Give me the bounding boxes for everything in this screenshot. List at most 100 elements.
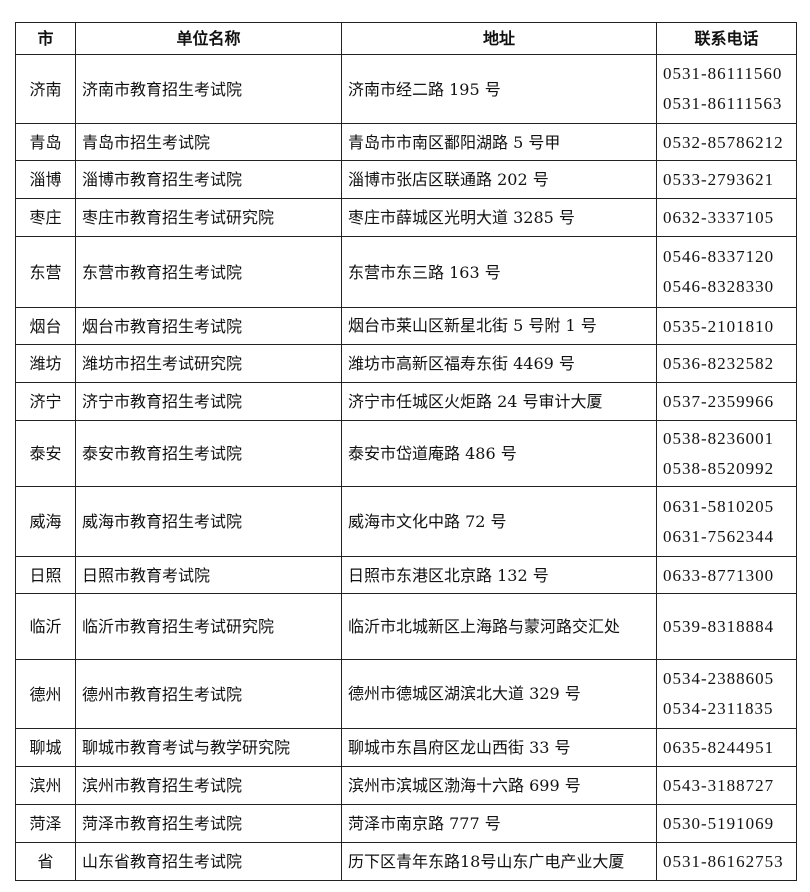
phone-number: 0546-8328330 xyxy=(663,277,775,296)
city-cell: 青岛 xyxy=(15,123,76,161)
phone-cell: 0534-2388605 0534-2311835 xyxy=(656,659,797,729)
contact-table: 市 单位名称 地址 联系电话 济南 济南市教育招生考试院 济南市经二路 195 号 0… xyxy=(15,22,797,881)
address-cell: 潍坊市高新区福寿东街 4469 号 xyxy=(341,344,657,383)
phone-cell: 0633-8771300 xyxy=(656,556,797,594)
city-cell: 烟台 xyxy=(15,307,76,345)
unit-cell: 滨州市教育招生考试院 xyxy=(75,766,342,805)
address-cell: 威海市文化中路 72 号 xyxy=(341,486,657,557)
phone-number: 0538-8236001 xyxy=(663,428,775,448)
city-cell: 威海 xyxy=(15,486,76,557)
phone-cell: 0546-8337120 0546-8328330 xyxy=(656,236,797,308)
phone-number: 0531-86111560 xyxy=(663,64,783,83)
unit-cell: 潍坊市招生考试研究院 xyxy=(75,344,342,383)
table-row: 日照 日照市教育考试院 日照市东港区北京路 132 号 0633-8771300 xyxy=(15,556,797,594)
phone-cell: 0538-8236001 0538-8520992 xyxy=(656,420,797,487)
city-cell: 济南 xyxy=(15,54,76,124)
header-unit: 单位名称 xyxy=(75,22,342,55)
city-cell: 济宁 xyxy=(15,382,76,421)
phone-number: 0530-5191069 xyxy=(663,814,775,833)
city-cell: 东营 xyxy=(15,236,76,308)
phone-number: 0633-8771300 xyxy=(663,565,775,585)
address-cell: 枣庄市薛城区光明大道 3285 号 xyxy=(341,198,657,237)
address-cell: 临沂市北城新区上海路与蒙河路交汇处 xyxy=(341,593,657,660)
phone-number: 0546-8337120 xyxy=(663,247,775,266)
phone-number: 0536-8232582 xyxy=(663,354,775,373)
address-cell: 菏泽市南京路 777 号 xyxy=(341,804,657,843)
header-city: 市 xyxy=(15,22,76,55)
phone-cell: 0533-2793621 xyxy=(656,160,797,199)
phone-number: 0534-2311835 xyxy=(663,699,774,718)
unit-cell: 泰安市教育招生考试院 xyxy=(75,420,342,487)
unit-cell: 东营市教育招生考试院 xyxy=(75,236,342,308)
table-row: 枣庄 枣庄市教育招生考试研究院 枣庄市薛城区光明大道 3285 号 0632-3337… xyxy=(15,198,797,237)
phone-number: 0539-8318884 xyxy=(663,617,775,636)
address-cell: 德州市德城区湖滨北大道 329 号 xyxy=(341,659,657,729)
phone-number: 0632-3337105 xyxy=(663,208,775,227)
phone-cell: 0539-8318884 xyxy=(656,593,797,660)
phone-number: 0631-5810205 xyxy=(663,496,775,516)
unit-cell: 淄博市教育招生考试院 xyxy=(75,160,342,199)
header-row: 市 单位名称 地址 联系电话 xyxy=(15,22,797,55)
table-row: 泰安 泰安市教育招生考试院 泰安市岱道庵路 486 号 0538-8236001 053… xyxy=(15,420,797,487)
table-row: 聊城 聊城市教育考试与教学研究院 聊城市东昌府区龙山西街 33 号 0635-8244… xyxy=(15,728,797,767)
unit-cell: 济宁市教育招生考试院 xyxy=(75,382,342,421)
address-cell: 济南市经二路 195 号 xyxy=(341,54,657,124)
unit-cell: 日照市教育考试院 xyxy=(75,556,342,594)
unit-cell: 威海市教育招生考试院 xyxy=(75,486,342,557)
unit-cell: 济南市教育招生考试院 xyxy=(75,54,342,124)
header-phone: 联系电话 xyxy=(656,22,797,55)
phone-cell: 0531-86162753 xyxy=(656,842,797,881)
address-cell: 滨州市滨城区渤海十六路 699 号 xyxy=(341,766,657,805)
phone-cell: 0536-8232582 xyxy=(656,344,797,383)
city-cell: 滨州 xyxy=(15,766,76,805)
unit-cell: 德州市教育招生考试院 xyxy=(75,659,342,729)
city-cell: 潍坊 xyxy=(15,344,76,383)
address-cell: 聊城市东昌府区龙山西街 33 号 xyxy=(341,728,657,767)
address-cell: 日照市东港区北京路 132 号 xyxy=(341,556,657,594)
phone-number: 0543-3188727 xyxy=(663,776,775,795)
phone-number: 0535-2101810 xyxy=(663,316,775,336)
table-row: 青岛 青岛市招生考试院 青岛市市南区鄱阳湖路 5 号甲 0532-85786212 xyxy=(15,123,797,161)
phone-number: 0531-86162753 xyxy=(663,852,784,871)
unit-cell: 聊城市教育考试与教学研究院 xyxy=(75,728,342,767)
unit-cell: 菏泽市教育招生考试院 xyxy=(75,804,342,843)
unit-cell: 临沂市教育招生考试研究院 xyxy=(75,593,342,660)
phone-cell: 0631-5810205 0631-7562344 xyxy=(656,486,797,557)
phone-number: 0533-2793621 xyxy=(663,170,775,189)
city-cell: 聊城 xyxy=(15,728,76,767)
table-row: 省山东省教育招生考试院 历下区青年东路18号山东广电产业大厦 0531-861627… xyxy=(15,842,797,881)
city-cell: 德州 xyxy=(15,659,76,729)
phone-cell: 0635-8244951 xyxy=(656,728,797,767)
table-row: 淄博 淄博市教育招生考试院 淄博市张店区联通路 202 号 0533-2793621 xyxy=(15,160,797,199)
city-cell: 泰安 xyxy=(15,420,76,487)
table-row: 济南 济南市教育招生考试院 济南市经二路 195 号 0531-86111560 053… xyxy=(15,54,797,124)
unit-cell: 烟台市教育招生考试院 xyxy=(75,307,342,345)
address-cell: 淄博市张店区联通路 202 号 xyxy=(341,160,657,199)
header-address: 地址 xyxy=(341,22,657,55)
phone-cell: 0632-3337105 xyxy=(656,198,797,237)
city-cell: 日照 xyxy=(15,556,76,594)
table-body: 济南 济南市教育招生考试院 济南市经二路 195 号 0531-86111560 053… xyxy=(15,54,797,881)
address-cell: 泰安市岱道庵路 486 号 xyxy=(341,420,657,487)
phone-cell: 0537-2359966 xyxy=(656,382,797,421)
address-cell: 烟台市莱山区新星北街 5 号附 1 号 xyxy=(341,307,657,345)
table-row: 滨州 滨州市教育招生考试院 滨州市滨城区渤海十六路 699 号 0543-318872… xyxy=(15,766,797,805)
phone-cell: 0543-3188727 xyxy=(656,766,797,805)
phone-number: 0534-2388605 xyxy=(663,669,775,688)
unit-cell: 山东省教育招生考试院 xyxy=(75,842,342,881)
city-cell: 临沂 xyxy=(15,593,76,660)
phone-number: 0531-86111563 xyxy=(663,94,783,113)
address-cell: 济宁市任城区火炬路 24 号审计大厦 xyxy=(341,382,657,421)
phone-number: 0635-8244951 xyxy=(663,738,775,757)
unit-cell: 枣庄市教育招生考试研究院 xyxy=(75,198,342,237)
table-row: 威海 威海市教育招生考试院 威海市文化中路 72 号 0631-5810205 0631… xyxy=(15,486,797,557)
phone-cell: 0530-5191069 xyxy=(656,804,797,843)
address-cell: 历下区青年东路18号山东广电产业大厦 xyxy=(341,842,657,881)
table-row: 东营 东营市教育招生考试院 东营市东三路 163 号 0546-8337120 0546… xyxy=(15,236,797,308)
table-row: 济宁 济宁市教育招生考试院 济宁市任城区火炬路 24 号审计大厦 0537-23599… xyxy=(15,382,797,421)
address-cell: 东营市东三路 163 号 xyxy=(341,236,657,308)
table-row: 菏泽 菏泽市教育招生考试院 菏泽市南京路 777 号 0530-5191069 xyxy=(15,804,797,843)
city-cell: 淄博 xyxy=(15,160,76,199)
table-row: 德州 德州市教育招生考试院 德州市德城区湖滨北大道 329 号 0534-238860… xyxy=(15,659,797,729)
phone-number: 0631-7562344 xyxy=(663,526,775,546)
